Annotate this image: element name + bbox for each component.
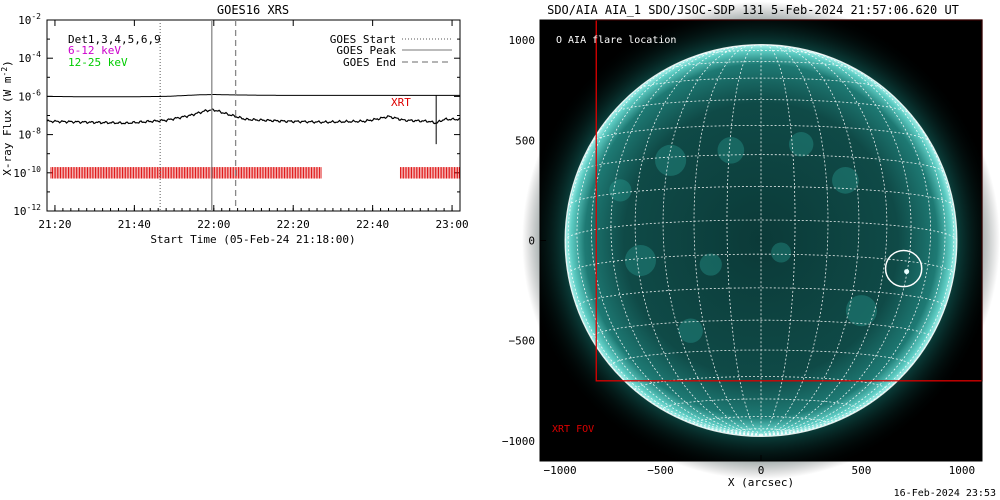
footer-timestamp: 16-Feb-2024 23:53 bbox=[894, 488, 996, 499]
longitude-line bbox=[760, 44, 796, 436]
sun-active-regions bbox=[609, 132, 878, 343]
left-y-tick-exp: -6 bbox=[31, 88, 41, 97]
left-y-tick-base: 10 bbox=[13, 167, 26, 180]
left-y-tick-exp: -8 bbox=[31, 127, 41, 136]
longitude-line bbox=[567, 74, 762, 436]
longitude-line bbox=[590, 47, 762, 436]
right-y-tick-label: −500 bbox=[509, 335, 536, 348]
left-y-tick-exp: -4 bbox=[31, 50, 41, 59]
longitude-line bbox=[662, 44, 762, 436]
right-x-tick-label: 1000 bbox=[949, 464, 976, 477]
left-y-tick-label: 10-10 bbox=[13, 165, 41, 180]
active-region-glow bbox=[845, 295, 878, 327]
left-y-tick-base: 10 bbox=[13, 205, 26, 218]
right-x-tick-label: −1000 bbox=[544, 464, 577, 477]
latitude-line bbox=[634, 376, 888, 390]
left-x-tick-label: 22:40 bbox=[356, 218, 389, 231]
longitude-line bbox=[610, 46, 762, 436]
latitude-line bbox=[576, 154, 946, 174]
sun-disk bbox=[565, 44, 957, 437]
left-x-tick-label: 21:20 bbox=[38, 218, 71, 231]
left-y-tick-label: 10-2 bbox=[18, 12, 41, 27]
right-x-tick-label: −500 bbox=[647, 464, 674, 477]
legend-6-12kev: 6-12 keV bbox=[68, 44, 121, 57]
right-x-tick-label: 0 bbox=[758, 464, 765, 477]
longitude-line bbox=[760, 44, 829, 436]
left-x-tick-label: 22:00 bbox=[197, 218, 230, 231]
legend-detectors: Det1,3,4,5,6,9 bbox=[68, 33, 161, 46]
active-region-glow bbox=[678, 318, 703, 343]
flare-location-marker bbox=[884, 249, 923, 288]
left-y-tick-base: 10 bbox=[18, 52, 31, 65]
active-region-glow bbox=[609, 179, 632, 202]
longitude-line bbox=[760, 46, 912, 436]
latitude-line bbox=[592, 125, 930, 142]
active-region-glow bbox=[717, 136, 745, 164]
left-y-tick-label: 10-8 bbox=[18, 127, 41, 142]
longitude-line bbox=[726, 44, 762, 436]
left-legend: Det1,3,4,5,6,9 6-12 keV 12-25 keV GOES S… bbox=[68, 33, 452, 69]
left-y-tick-label: 10-6 bbox=[18, 88, 41, 103]
longitude-line bbox=[760, 47, 932, 436]
legend-goes-peak: GOES Peak bbox=[336, 44, 396, 57]
longitude-line bbox=[693, 44, 762, 436]
right-x-tick-label: 500 bbox=[852, 464, 872, 477]
active-region-glow bbox=[655, 144, 687, 176]
left-y-tick-exp: -12 bbox=[27, 203, 42, 212]
xrt-coverage-ticks bbox=[50, 167, 460, 179]
longitude-line bbox=[760, 44, 860, 436]
left-x-axis-label: Start Time (05-Feb-24 21:18:00) bbox=[150, 233, 355, 246]
goes-flux-line bbox=[47, 108, 460, 125]
left-y-tick-base: 10 bbox=[18, 14, 31, 27]
right-y-tick-label: 500 bbox=[515, 134, 535, 147]
left-y-axis-label: X-ray Flux (W m-2) bbox=[0, 60, 14, 176]
heliographic-grid bbox=[565, 44, 957, 436]
aia-image-panel: SDO/AIA AIA_1 SDO/JSOC-SDP 131 5-Feb-202… bbox=[502, 1, 1000, 489]
longitude-line bbox=[634, 45, 762, 436]
latitude-line bbox=[662, 398, 860, 410]
longitude-line bbox=[760, 45, 888, 436]
right-x-axis-label: X (arcsec) bbox=[728, 476, 794, 489]
left-y-tick-exp: -2 bbox=[31, 12, 41, 21]
active-region-glow bbox=[832, 167, 859, 194]
latitude-line bbox=[693, 416, 829, 424]
aia-flare-location-legend: O AIA flare location bbox=[556, 35, 676, 46]
right-x-ticks: −1000 −500 0 500 1000 bbox=[544, 455, 976, 477]
right-y-tick-label: 0 bbox=[528, 235, 535, 248]
left-y-tick-base: 10 bbox=[18, 90, 31, 103]
left-y-tick-label: 10-4 bbox=[18, 50, 41, 65]
left-y-tick-label: 10-12 bbox=[13, 203, 41, 218]
left-x-tick-label: 21:40 bbox=[118, 218, 151, 231]
flare-brightening bbox=[904, 269, 910, 275]
right-y-tick-label: −1000 bbox=[502, 435, 535, 448]
left-y-tick-exp: -10 bbox=[27, 165, 42, 174]
legend-12-25kev: 12-25 keV bbox=[68, 56, 128, 69]
active-region-glow bbox=[699, 253, 722, 276]
xrt-fov-label: XRT FOV bbox=[552, 424, 594, 435]
legend-goes-start: GOES Start bbox=[330, 33, 396, 46]
active-region-glow bbox=[624, 244, 657, 277]
goes-flux-line bbox=[47, 94, 460, 98]
legend-goes-end: GOES End bbox=[343, 56, 396, 69]
left-x-ticks: 21:20 21:40 22:00 22:20 22:40 23:00 bbox=[38, 20, 469, 231]
right-y-ticks: 1000 500 0 −500 −1000 bbox=[502, 34, 546, 448]
active-region-glow bbox=[771, 242, 792, 263]
left-x-tick-label: 23:00 bbox=[435, 218, 468, 231]
longitude-line bbox=[760, 74, 955, 436]
active-region-glow bbox=[788, 132, 814, 157]
left-chart-title: GOES16 XRS bbox=[217, 3, 289, 17]
left-y-tick-base: 10 bbox=[18, 129, 31, 142]
left-x-tick-label: 22:20 bbox=[277, 218, 310, 231]
right-y-tick-label: 1000 bbox=[509, 34, 536, 47]
xrt-label: XRT bbox=[391, 96, 411, 109]
sun-limb bbox=[564, 44, 958, 437]
goes-flux-series bbox=[47, 94, 460, 125]
